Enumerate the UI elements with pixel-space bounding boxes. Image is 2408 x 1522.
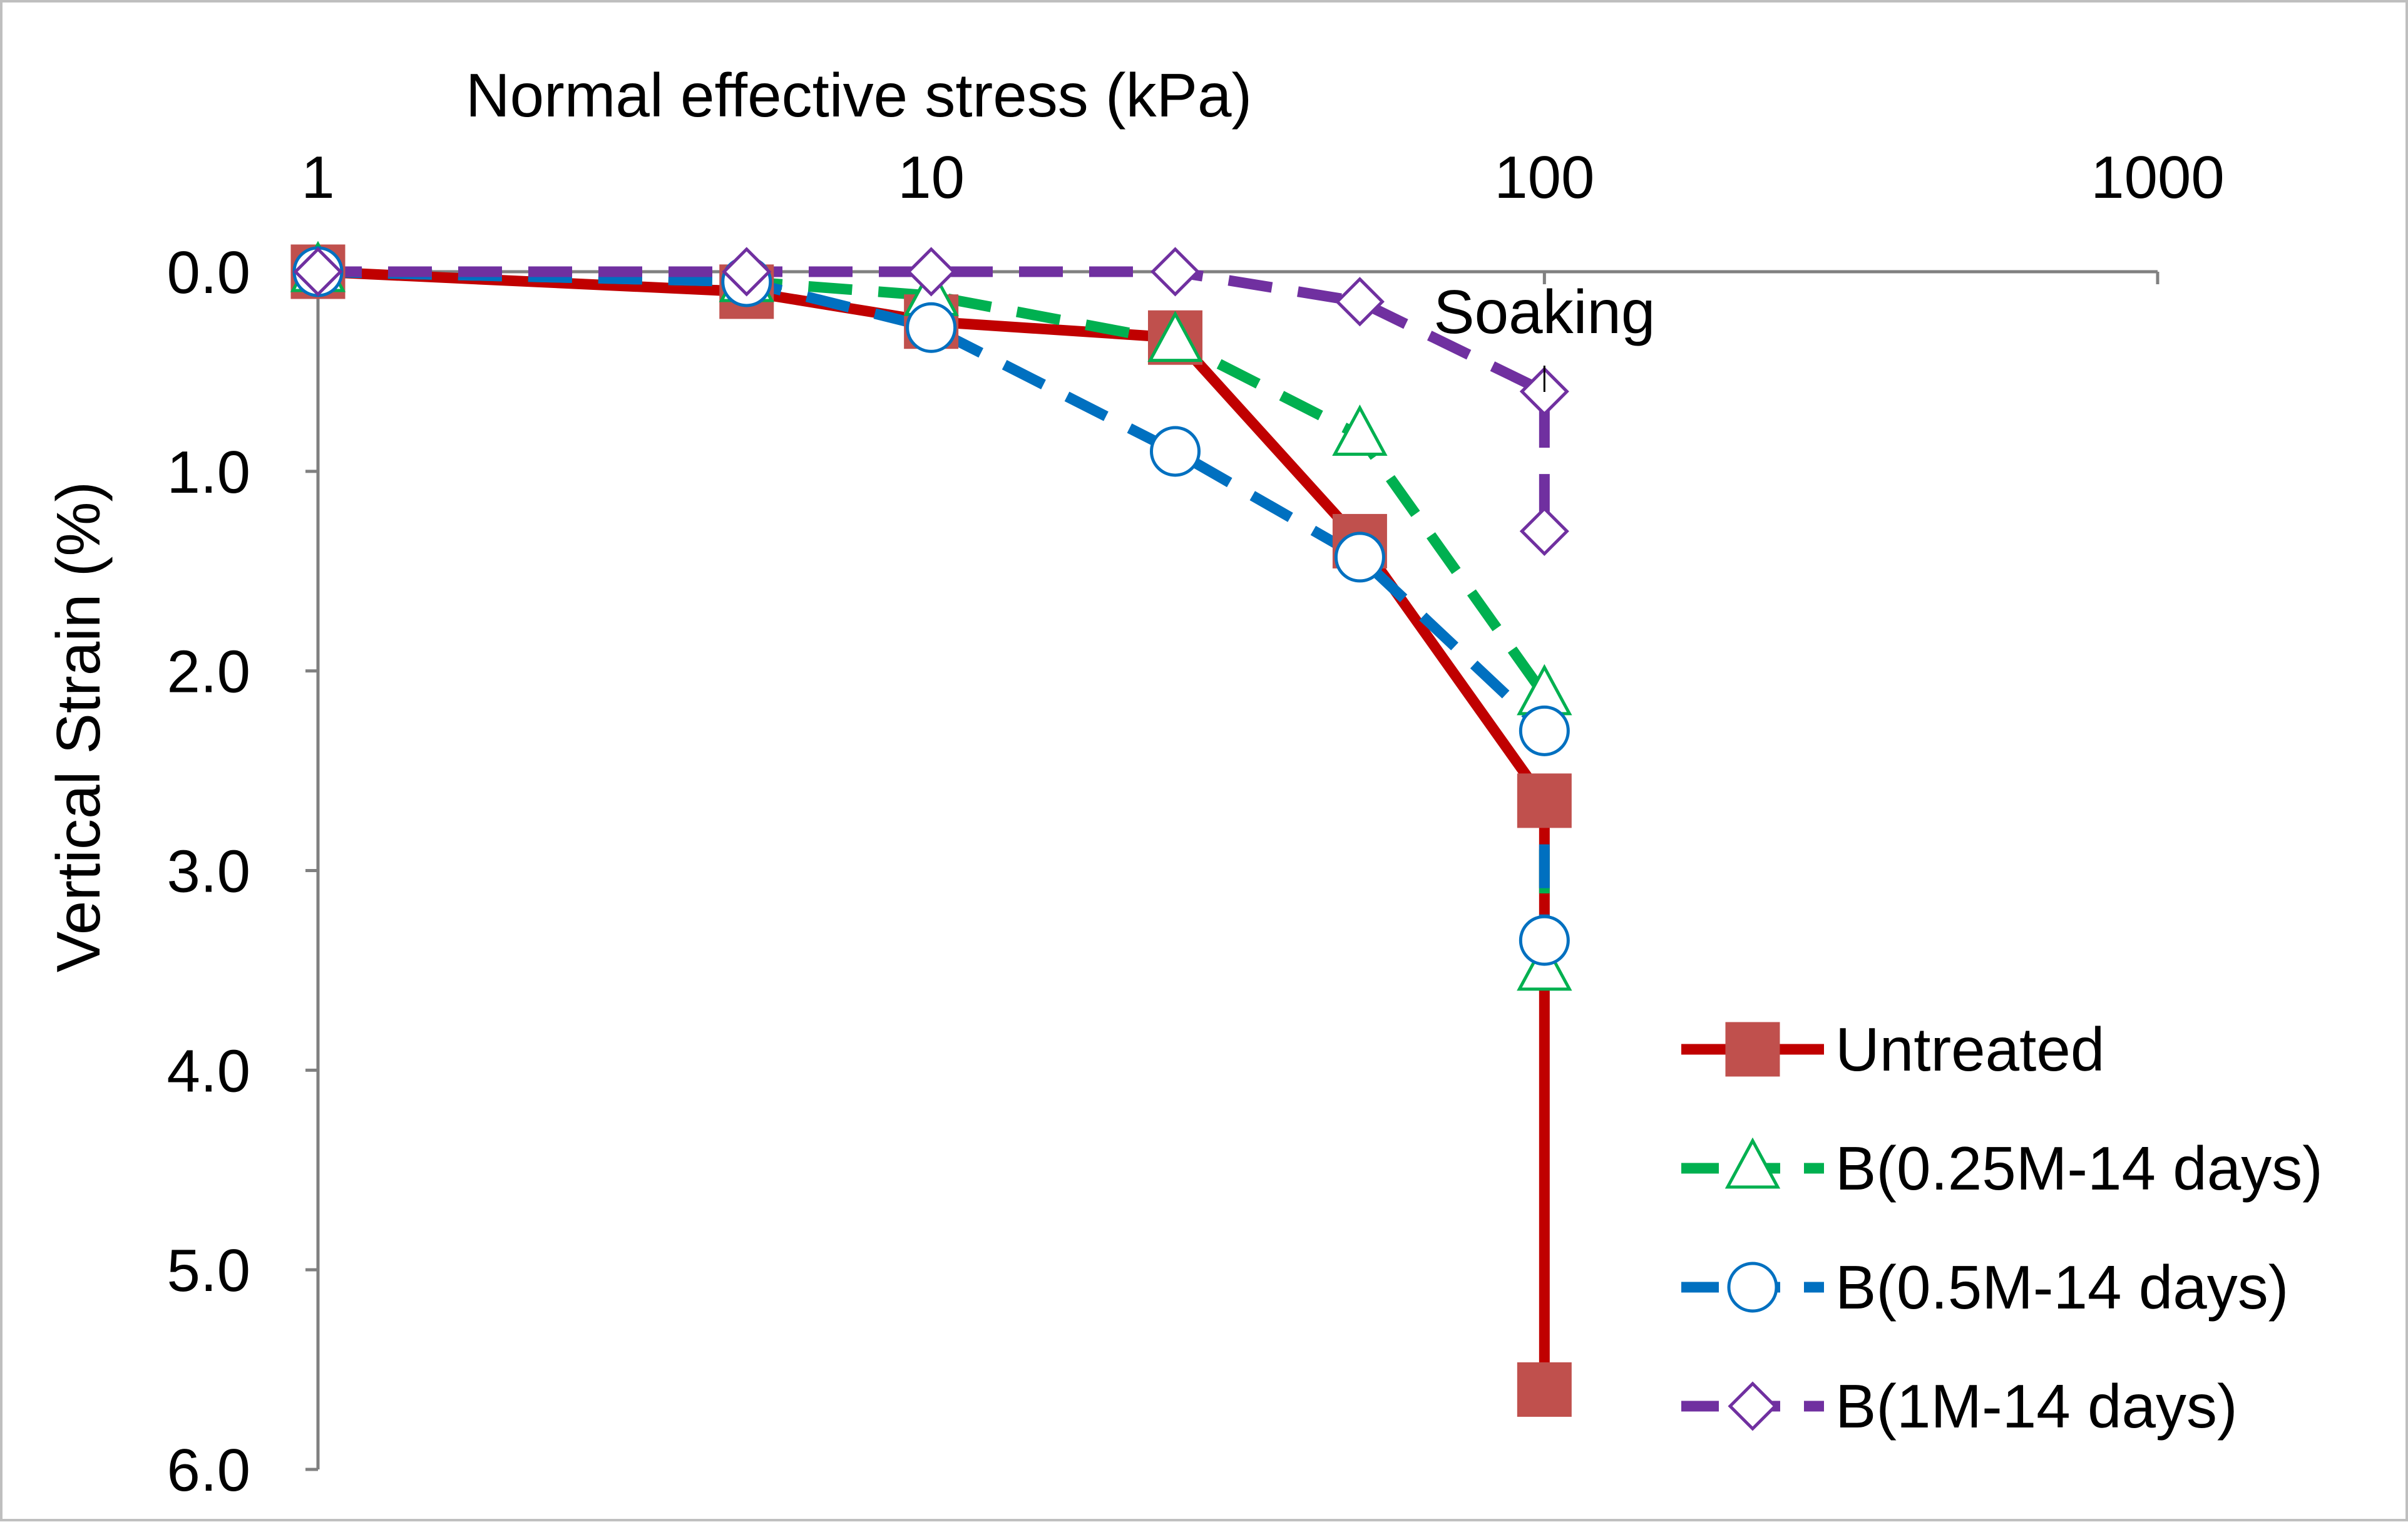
data-point-untreated [1517,1362,1572,1417]
annotation-layer: Soaking [1433,277,1655,392]
data-point-b-0-25m-14-days [1332,404,1388,456]
data-point-b-0-25m-14-days [1517,939,1572,991]
y-tick-label: 4.0 [167,1037,250,1104]
series-line-b-0-25m-14-days [317,266,1550,970]
legend-marker-b-0-25m-14-days [1724,1137,1781,1189]
data-point-b-0-5m-14-days [1334,532,1385,583]
legend-marker-untreated [1725,1022,1780,1077]
legend: Untreated B(0.25M-14 days) B(0.5M-14 days)… [1681,1015,2323,1441]
legend-label-untreated: Untreated [1835,1015,2104,1084]
x-tick-label: 100 [1494,144,1594,211]
x-axis-title: Normal effective stress (kPa) [466,61,1252,130]
data-point-b-0-5m-14-days [1519,705,1570,756]
series-line-b-0-5m-14-days [317,266,1550,941]
y-tick-label: 6.0 [167,1437,250,1504]
markers-layer [290,240,1572,1417]
data-point-b-1m-14-days [1519,506,1569,557]
y-axis-title: Vertical Strain (%) [44,481,113,972]
legend-label-b-0-25m-14-days: B(0.25M-14 days) [1835,1134,2323,1203]
soaking-annotation: Soaking [1433,277,1655,346]
data-point-b-1m-14-days [1335,277,1385,327]
y-tick-label: 1.0 [167,439,250,506]
legend-marker-b-0-5m-14-days [1727,1262,1778,1313]
legend-marker-b-1m-14-days [1728,1381,1778,1431]
x-tick-label: 1000 [2091,144,2225,211]
legend-label-b-1m-14-days: B(1M-14 days) [1835,1372,2238,1441]
data-point-b-0-5m-14-days [1150,426,1201,477]
data-point-b-1m-14-days [1150,247,1201,297]
data-point-untreated [1517,773,1572,828]
data-point-b-1m-14-days [722,247,772,297]
y-tick-label: 5.0 [167,1237,250,1304]
axes: Normal effective stress (kPa) Vertical S… [44,61,2225,1504]
x-tick-label: 10 [898,144,965,211]
data-point-b-0-25m-14-days [1147,311,1203,363]
data-point-b-0-5m-14-days [906,302,957,353]
x-tick-label: 1 [301,144,334,211]
legend-label-b-0-5m-14-days: B(0.5M-14 days) [1835,1253,2288,1322]
data-point-b-1m-14-days [906,247,956,297]
y-tick-label: 3.0 [167,838,250,905]
data-point-b-1m-14-days [293,247,343,297]
data-point-b-0-5m-14-days [1519,915,1570,966]
chart-svg: Normal effective stress (kPa) Vertical S… [44,61,2323,1504]
y-tick-label: 2.0 [167,639,250,706]
y-tick-label: 0.0 [167,239,250,306]
